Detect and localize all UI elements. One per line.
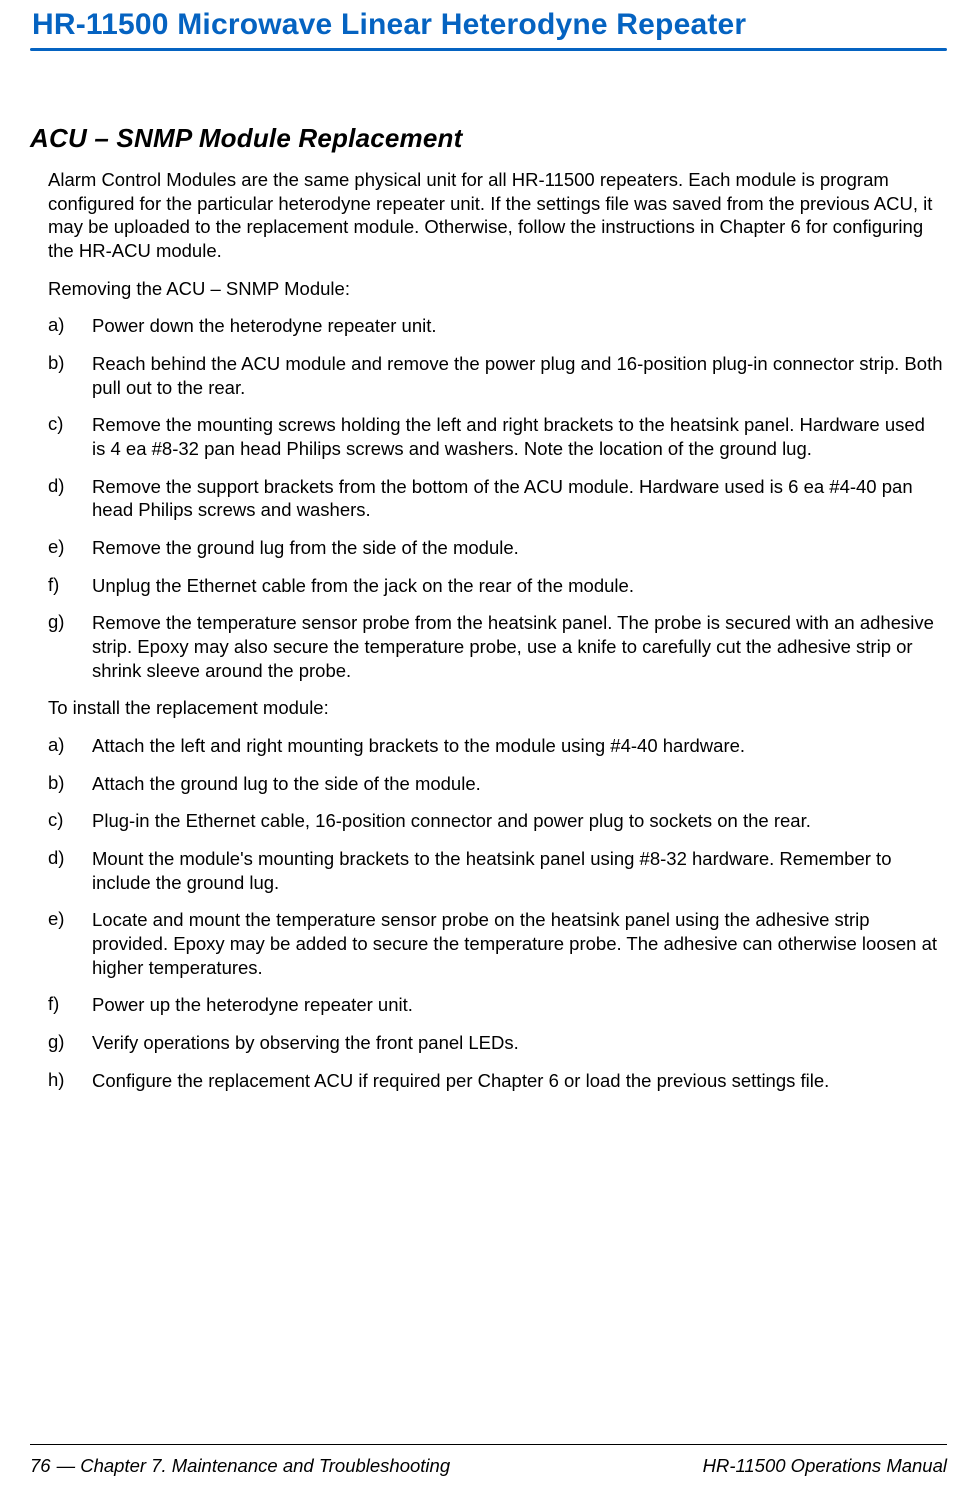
list-item-marker: a) xyxy=(48,734,92,758)
list-item-text: Configure the replacement ACU if require… xyxy=(92,1069,947,1093)
list-item-marker: h) xyxy=(48,1069,92,1093)
header-rule xyxy=(30,48,947,51)
remove-intro-line: Removing the ACU – SNMP Module: xyxy=(48,277,947,301)
list-item: b)Attach the ground lug to the side of t… xyxy=(48,772,947,796)
section-intro-paragraph: Alarm Control Modules are the same physi… xyxy=(48,168,943,263)
list-item-text: Remove the support brackets from the bot… xyxy=(92,475,947,522)
footer-rule xyxy=(30,1444,947,1445)
list-item-text: Power up the heterodyne repeater unit. xyxy=(92,993,947,1017)
list-item-marker: d) xyxy=(48,475,92,522)
list-item: g)Verify operations by observing the fro… xyxy=(48,1031,947,1055)
list-item-marker: g) xyxy=(48,611,92,682)
list-item-text: Power down the heterodyne repeater unit. xyxy=(92,314,947,338)
list-item-text: Remove the temperature sensor probe from… xyxy=(92,611,947,682)
list-item: e)Remove the ground lug from the side of… xyxy=(48,536,947,560)
list-item: f)Power up the heterodyne repeater unit. xyxy=(48,993,947,1017)
list-item-text: Plug-in the Ethernet cable, 16-position … xyxy=(92,809,947,833)
list-item: c)Remove the mounting screws holding the… xyxy=(48,413,947,460)
list-item-text: Attach the ground lug to the side of the… xyxy=(92,772,947,796)
page-number: 76 xyxy=(30,1455,51,1477)
list-item: d)Mount the module's mounting brackets t… xyxy=(48,847,947,894)
list-item-text: Attach the left and right mounting brack… xyxy=(92,734,947,758)
list-item: a)Power down the heterodyne repeater uni… xyxy=(48,314,947,338)
list-item-marker: a) xyxy=(48,314,92,338)
footer-chapter: — Chapter 7. Maintenance and Troubleshoo… xyxy=(57,1455,703,1477)
list-item-marker: e) xyxy=(48,908,92,979)
list-item-text: Reach behind the ACU module and remove t… xyxy=(92,352,947,399)
remove-steps-list: a)Power down the heterodyne repeater uni… xyxy=(48,314,947,682)
document-header-title: HR-11500 Microwave Linear Heterodyne Rep… xyxy=(30,0,947,42)
list-item: c)Plug-in the Ethernet cable, 16-positio… xyxy=(48,809,947,833)
page-footer: 76 — Chapter 7. Maintenance and Troubles… xyxy=(30,1455,947,1477)
list-item: a)Attach the left and right mounting bra… xyxy=(48,734,947,758)
list-item-marker: g) xyxy=(48,1031,92,1055)
footer-manual-title: HR-11500 Operations Manual xyxy=(703,1455,947,1477)
list-item-text: Mount the module's mounting brackets to … xyxy=(92,847,947,894)
section-title: ACU – SNMP Module Replacement xyxy=(30,123,947,154)
list-item-marker: d) xyxy=(48,847,92,894)
list-item-text: Locate and mount the temperature sensor … xyxy=(92,908,947,979)
list-item-marker: b) xyxy=(48,772,92,796)
list-item: g)Remove the temperature sensor probe fr… xyxy=(48,611,947,682)
list-item: f)Unplug the Ethernet cable from the jac… xyxy=(48,574,947,598)
install-intro-line: To install the replacement module: xyxy=(48,696,947,720)
list-item-marker: f) xyxy=(48,993,92,1017)
list-item: b)Reach behind the ACU module and remove… xyxy=(48,352,947,399)
list-item-marker: c) xyxy=(48,809,92,833)
list-item-text: Remove the ground lug from the side of t… xyxy=(92,536,947,560)
list-item-marker: c) xyxy=(48,413,92,460)
install-steps-list: a)Attach the left and right mounting bra… xyxy=(48,734,947,1092)
list-item-text: Unplug the Ethernet cable from the jack … xyxy=(92,574,947,598)
list-item-text: Remove the mounting screws holding the l… xyxy=(92,413,947,460)
list-item-marker: f) xyxy=(48,574,92,598)
list-item: h)Configure the replacement ACU if requi… xyxy=(48,1069,947,1093)
list-item-text: Verify operations by observing the front… xyxy=(92,1031,947,1055)
list-item-marker: e) xyxy=(48,536,92,560)
list-item-marker: b) xyxy=(48,352,92,399)
list-item: e)Locate and mount the temperature senso… xyxy=(48,908,947,979)
list-item: d)Remove the support brackets from the b… xyxy=(48,475,947,522)
